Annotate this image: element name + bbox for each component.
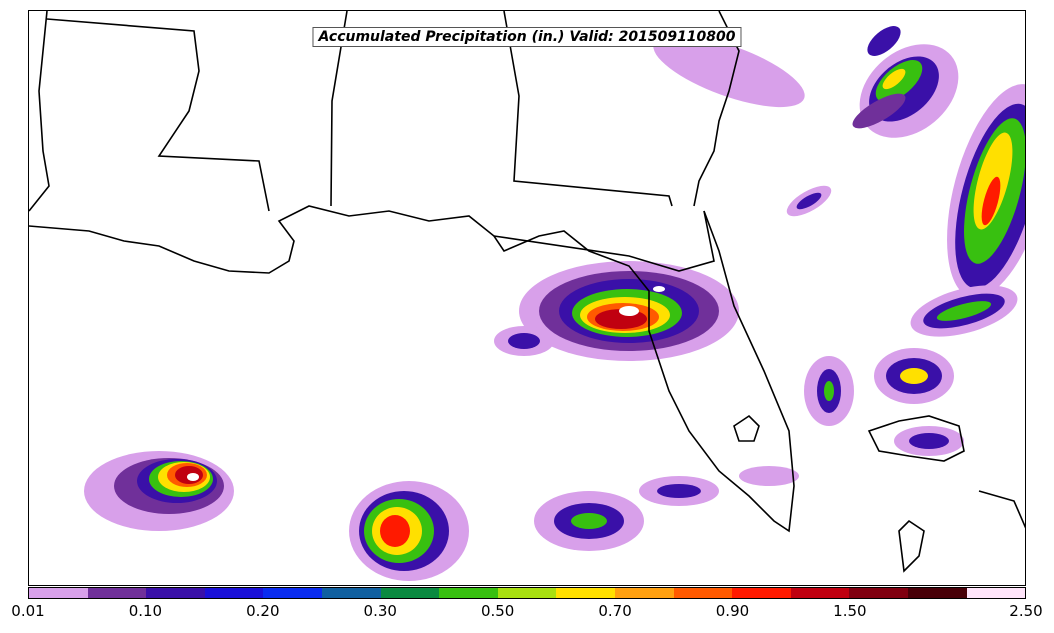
colorbar	[28, 587, 1026, 599]
colorbar-tick-label: 0.50	[480, 602, 515, 620]
colorbar-tick-label: 0.70	[598, 602, 632, 620]
colorbar-tick-label: 0.10	[128, 602, 163, 620]
map-title: Accumulated Precipitation (in.) Valid: 2…	[312, 27, 742, 47]
colorbar-ticks: 0.01 0.10 0.20 0.30 0.50 0.70 0.90 1.50 2.50	[11, 600, 1042, 630]
map-canvas	[29, 11, 1025, 581]
colorbar-swatch	[849, 588, 908, 598]
colorbar-swatch	[146, 588, 205, 598]
colorbar-swatch	[380, 588, 440, 598]
colorbar-tick-label: 2.50	[1009, 602, 1043, 620]
colorbar-swatch	[907, 588, 967, 598]
colorbar-tick-label: 0.01	[11, 602, 45, 620]
colorbar-swatch	[321, 588, 381, 598]
colorbar-swatch	[790, 588, 850, 598]
precipitation-map: Accumulated Precipitation (in.) Valid: 2…	[28, 10, 1026, 586]
colorbar-swatch	[263, 588, 322, 598]
colorbar-tick-label: 1.50	[833, 602, 867, 620]
colorbar-swatch	[966, 588, 1026, 598]
colorbar-swatch	[673, 588, 733, 598]
colorbar-tick-label: 0.30	[363, 602, 397, 620]
colorbar-swatch	[556, 588, 615, 598]
colorbar-swatch	[29, 588, 88, 598]
colorbar-swatch	[732, 588, 791, 598]
colorbar-tick-label: 0.20	[246, 602, 280, 620]
colorbar-swatch	[439, 588, 498, 598]
colorbar-tick-label: 0.90	[715, 602, 750, 620]
precipitation-field	[84, 26, 1025, 581]
geographic-boundaries	[29, 11, 1025, 573]
colorbar-swatch	[204, 588, 264, 598]
colorbar-swatch	[614, 588, 674, 598]
colorbar-swatch	[497, 588, 557, 598]
colorbar-swatch	[87, 588, 147, 598]
